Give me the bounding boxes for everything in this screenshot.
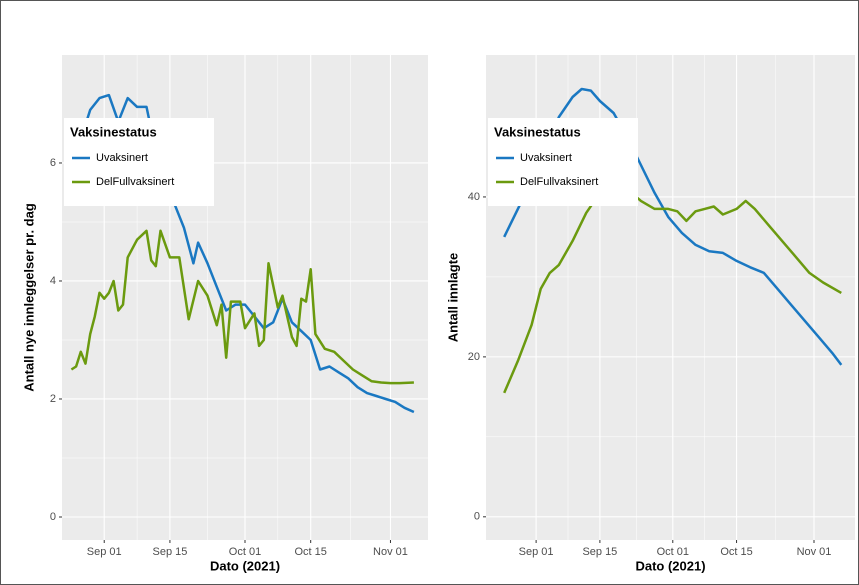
x-tick-label: Sep 15 bbox=[582, 546, 617, 558]
x-tick-label: Oct 15 bbox=[294, 546, 326, 558]
y-axis-title: Antall innlagte bbox=[445, 253, 460, 343]
x-tick-label: Nov 01 bbox=[373, 546, 408, 558]
y-tick-label: 0 bbox=[50, 511, 56, 523]
series-line bbox=[503, 87, 843, 366]
x-tick-label: Sep 15 bbox=[152, 546, 187, 558]
legend-title: Vaksinestatus bbox=[494, 124, 581, 139]
legend-box bbox=[488, 118, 638, 206]
x-tick-label: Sep 01 bbox=[87, 546, 122, 558]
x-tick-label: Sep 01 bbox=[519, 546, 554, 558]
y-tick-label: 0 bbox=[474, 511, 480, 523]
y-tick-label: 20 bbox=[468, 351, 480, 363]
x-tick-label: Oct 01 bbox=[229, 546, 261, 558]
x-axis-title: Dato (2021) bbox=[210, 558, 280, 573]
x-tick-label: Oct 01 bbox=[657, 546, 689, 558]
series-line bbox=[503, 183, 842, 394]
y-tick-label: 2 bbox=[50, 393, 56, 405]
legend-label: Uvaksinert bbox=[520, 152, 572, 164]
y-tick-label: 6 bbox=[50, 157, 56, 169]
x-tick-label: Oct 15 bbox=[720, 546, 752, 558]
legend-box bbox=[64, 118, 214, 206]
legend-label: DelFullvaksinert bbox=[520, 176, 598, 188]
x-axis-title: Dato (2021) bbox=[635, 558, 705, 573]
y-axis-title: Antall nye innleggelser pr. dag bbox=[21, 203, 36, 392]
y-tick-label: 4 bbox=[50, 275, 56, 287]
legend-label: Uvaksinert bbox=[96, 152, 148, 164]
legend-title: Vaksinestatus bbox=[70, 124, 157, 139]
legend-label: DelFullvaksinert bbox=[96, 176, 174, 188]
y-tick-label: 40 bbox=[468, 191, 480, 203]
series-line bbox=[70, 229, 414, 385]
x-tick-label: Nov 01 bbox=[797, 546, 832, 558]
